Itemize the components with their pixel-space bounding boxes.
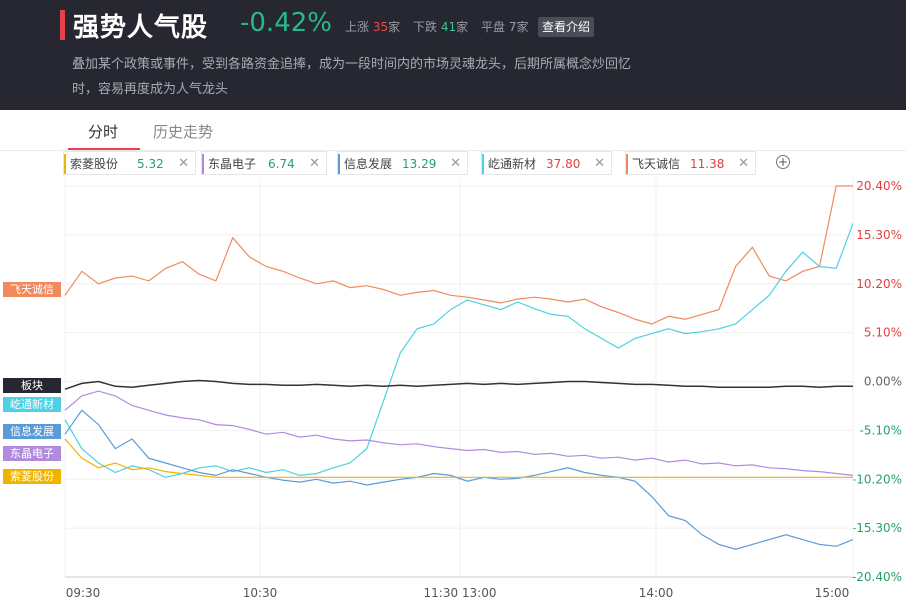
series-line: [64, 223, 854, 478]
legend-value: 5.32: [137, 157, 164, 171]
series-tag: 板块: [3, 378, 61, 394]
description-line-2: 时，容易再度成为人气龙头: [72, 82, 229, 97]
series-tag: 屹通新材: [3, 397, 61, 413]
y-tick-label: 0.00%: [864, 375, 902, 389]
x-tick-label: 10:30: [243, 586, 278, 600]
close-icon[interactable]: ✕: [450, 156, 461, 171]
close-icon[interactable]: ✕: [738, 156, 749, 171]
series-line: [64, 438, 853, 478]
y-tick-label: -20.40%: [852, 570, 902, 584]
down-stat: 下跌 41家: [413, 18, 468, 35]
y-tick-label: 20.40%: [856, 179, 902, 193]
up-label: 上涨: [345, 20, 370, 34]
series-line: [64, 379, 853, 390]
close-icon[interactable]: ✕: [178, 156, 189, 171]
tab-history[interactable]: 历史走势: [153, 123, 214, 141]
change-percent: -0.42%: [240, 8, 332, 38]
legend-name: 东晶电子: [208, 157, 257, 171]
series-line: [64, 409, 854, 550]
series-tag: 信息发展: [3, 424, 61, 440]
header: 强势人气股 -0.42% 上涨 35家 下跌 41家 平盘 7家 查看介绍 叠加…: [0, 0, 906, 110]
flat-stat: 平盘 7家: [481, 18, 529, 35]
up-stat: 上涨 35家: [345, 18, 400, 35]
down-count: 41: [440, 20, 457, 34]
up-count: 35: [372, 20, 389, 34]
close-icon[interactable]: ✕: [594, 156, 605, 171]
plus-circle-icon[interactable]: +: [776, 155, 790, 169]
legend-color-bar: [626, 154, 628, 174]
legend-color-bar: [64, 154, 66, 174]
legend-name: 飞天诚信: [632, 157, 681, 171]
x-tick-label: 14:00: [639, 586, 674, 600]
legend-name: 索菱股份: [70, 157, 119, 171]
view-intro-button[interactable]: 查看介绍: [538, 17, 594, 37]
legend-name: 屹通新材: [488, 157, 537, 171]
flat-unit: 家: [516, 20, 529, 34]
flat-count: 7: [508, 20, 517, 34]
series-tag: 东晶电子: [3, 446, 61, 462]
x-tick-label: 11:30 13:00: [424, 586, 497, 600]
page-title: 强势人气股: [73, 13, 209, 43]
series-tag: 飞天诚信: [3, 282, 61, 298]
legend-color-bar: [482, 154, 484, 174]
y-tick-label: 10.20%: [856, 277, 902, 291]
y-tick-label: 5.10%: [864, 326, 902, 340]
x-tick-label: 09:30: [66, 586, 101, 600]
y-tick-label: -10.20%: [852, 472, 902, 486]
legend-value: 37.80: [546, 157, 581, 171]
series-line: [64, 390, 854, 476]
series-line: [64, 185, 853, 325]
y-tick-label: 15.30%: [856, 228, 902, 242]
legend-value: 6.74: [268, 157, 295, 171]
legend-item[interactable]: 东晶电子 6.74 ✕: [201, 151, 327, 175]
legend-item[interactable]: 信息发展 13.29 ✕: [337, 151, 468, 175]
tab-bar: 分时 历史走势: [0, 110, 906, 151]
description: 叠加某个政策或事件，受到各路资金追捧，成为一段时间内的市场灵魂龙头，后期所属概念…: [72, 52, 692, 102]
y-tick-label: -5.10%: [860, 423, 902, 437]
flat-label: 平盘: [481, 20, 506, 34]
description-line-1: 叠加某个政策或事件，受到各路资金追捧，成为一段时间内的市场灵魂龙头，后期所属概念…: [72, 57, 632, 72]
series-tag: 索菱股份: [3, 469, 61, 485]
legend-name: 信息发展: [344, 157, 393, 171]
active-tab-underline: [68, 148, 140, 150]
legend-item[interactable]: 飞天诚信 11.38 ✕: [625, 151, 756, 175]
up-unit: 家: [388, 20, 401, 34]
legend-item[interactable]: 屹通新材 37.80 ✕: [481, 151, 612, 175]
y-tick-label: -15.30%: [852, 521, 902, 535]
title-accent-bar: [60, 10, 65, 40]
down-unit: 家: [456, 20, 469, 34]
x-tick-label: 15:00: [815, 586, 850, 600]
legend-value: 11.38: [690, 157, 725, 171]
legend-value: 13.29: [402, 157, 437, 171]
down-label: 下跌: [413, 20, 438, 34]
legend-color-bar: [202, 154, 204, 174]
legend-color-bar: [338, 154, 340, 174]
legend-item[interactable]: 索菱股份 5.32 ✕: [63, 151, 196, 175]
tab-intraday[interactable]: 分时: [88, 123, 119, 141]
close-icon[interactable]: ✕: [309, 156, 320, 171]
